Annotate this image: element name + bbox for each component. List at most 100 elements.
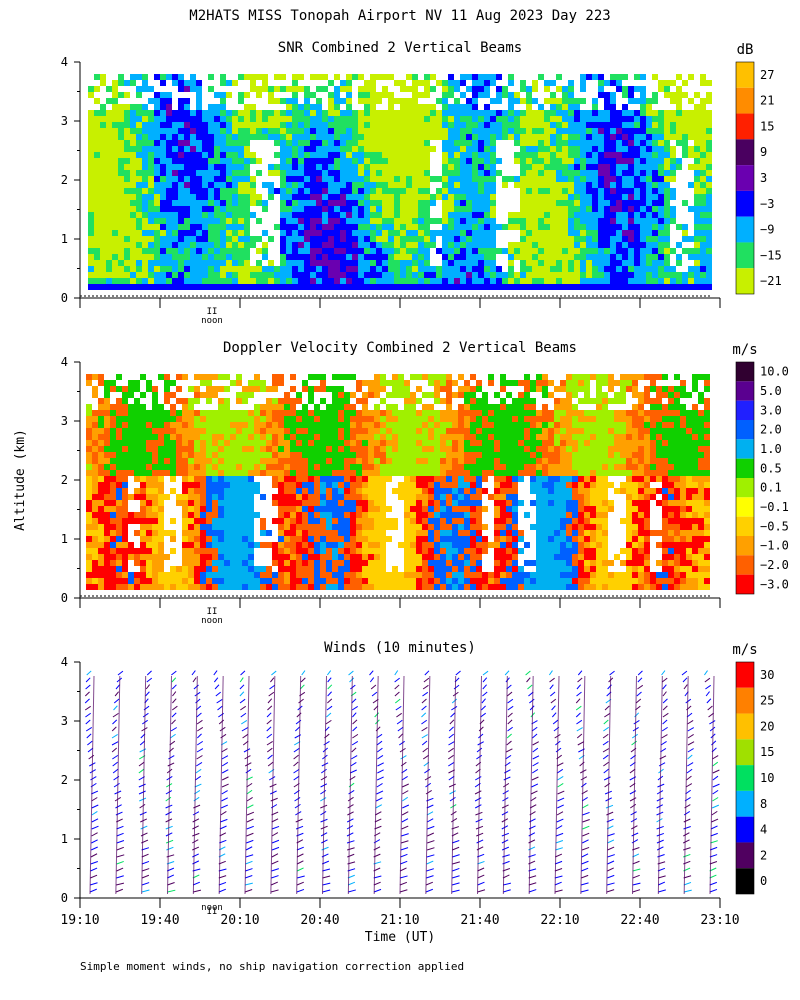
snr-cell (370, 248, 376, 254)
doppler-cell (212, 458, 218, 464)
doppler-cell (104, 458, 110, 464)
snr-cell (682, 140, 688, 146)
doppler-cell (374, 446, 380, 452)
snr-cell (526, 158, 532, 164)
colorbar-swatch (736, 242, 754, 269)
doppler-cell (368, 554, 374, 560)
doppler-cell (242, 542, 248, 548)
snr-cell (418, 122, 424, 128)
snr-cell (532, 200, 538, 206)
doppler-cell (158, 482, 164, 488)
snr-cell (550, 194, 556, 200)
doppler-cell (212, 452, 218, 458)
doppler-cell (104, 380, 110, 386)
snr-cell (682, 200, 688, 206)
snr-cell (520, 254, 526, 260)
doppler-cell (290, 434, 296, 440)
doppler-cell (320, 500, 326, 506)
snr-cell (262, 278, 268, 284)
doppler-cell (368, 560, 374, 566)
snr-cell (490, 164, 496, 170)
snr-cell (448, 86, 454, 92)
snr-cell (244, 122, 250, 128)
doppler-cell (188, 404, 194, 410)
snr-cell (358, 140, 364, 146)
snr-cell (358, 188, 364, 194)
doppler-cell (164, 452, 170, 458)
doppler-cell (290, 554, 296, 560)
snr-cell (670, 158, 676, 164)
doppler-cell (302, 494, 308, 500)
doppler-cell (212, 554, 218, 560)
snr-cell (634, 206, 640, 212)
doppler-cell (182, 374, 188, 380)
snr-cell (574, 194, 580, 200)
doppler-cell (200, 428, 206, 434)
snr-cell (604, 260, 610, 266)
doppler-cell (272, 578, 278, 584)
doppler-cell (98, 572, 104, 578)
snr-cell (268, 182, 274, 188)
doppler-cell (242, 440, 248, 446)
snr-cell (694, 128, 700, 134)
snr-cell (340, 254, 346, 260)
doppler-cell (362, 524, 368, 530)
doppler-cell (338, 422, 344, 428)
doppler-cell (248, 524, 254, 530)
snr-cell (202, 140, 208, 146)
snr-cell (88, 134, 94, 140)
snr-cell (196, 164, 202, 170)
snr-cell (472, 278, 478, 284)
doppler-cell (278, 458, 284, 464)
doppler-cell (170, 566, 176, 572)
doppler-cell (368, 428, 374, 434)
snr-cell (400, 110, 406, 116)
snr-cell (694, 116, 700, 122)
snr-cell (574, 122, 580, 128)
doppler-cell (188, 548, 194, 554)
snr-cell (358, 176, 364, 182)
doppler-cell (314, 506, 320, 512)
doppler-cell (356, 554, 362, 560)
doppler-cell (386, 476, 392, 482)
doppler-cell (386, 572, 392, 578)
snr-cell (256, 278, 262, 284)
snr-cell (670, 188, 676, 194)
snr-cell (196, 122, 202, 128)
snr-cell (472, 194, 478, 200)
snr-cell (172, 122, 178, 128)
snr-cell (280, 182, 286, 188)
snr-cell (202, 158, 208, 164)
snr-cell (646, 170, 652, 176)
snr-cell (340, 98, 346, 104)
snr-cell (490, 242, 496, 248)
snr-cell (370, 266, 376, 272)
snr-cell (106, 242, 112, 248)
snr-cell (580, 74, 586, 80)
snr-cell (406, 206, 412, 212)
snr-cell (94, 152, 100, 158)
snr-cell (232, 80, 238, 86)
snr-cell (598, 266, 604, 272)
snr-cell (628, 260, 634, 266)
snr-cell (292, 134, 298, 140)
snr-cell (526, 260, 532, 266)
doppler-cell (146, 482, 152, 488)
snr-cell (406, 122, 412, 128)
snr-cell (664, 128, 670, 134)
snr-cell (460, 182, 466, 188)
doppler-cell (338, 578, 344, 584)
snr-cell (424, 224, 430, 230)
doppler-cell (272, 494, 278, 500)
snr-cell (382, 176, 388, 182)
snr-cell (574, 182, 580, 188)
snr-cell (694, 218, 700, 224)
snr-cell (322, 86, 328, 92)
snr-cell (538, 224, 544, 230)
snr-cell (166, 194, 172, 200)
doppler-cell (284, 518, 290, 524)
doppler-cell (206, 500, 212, 506)
colorbar-frame (735, 61, 755, 295)
doppler-cell (272, 554, 278, 560)
doppler-cell (362, 446, 368, 452)
